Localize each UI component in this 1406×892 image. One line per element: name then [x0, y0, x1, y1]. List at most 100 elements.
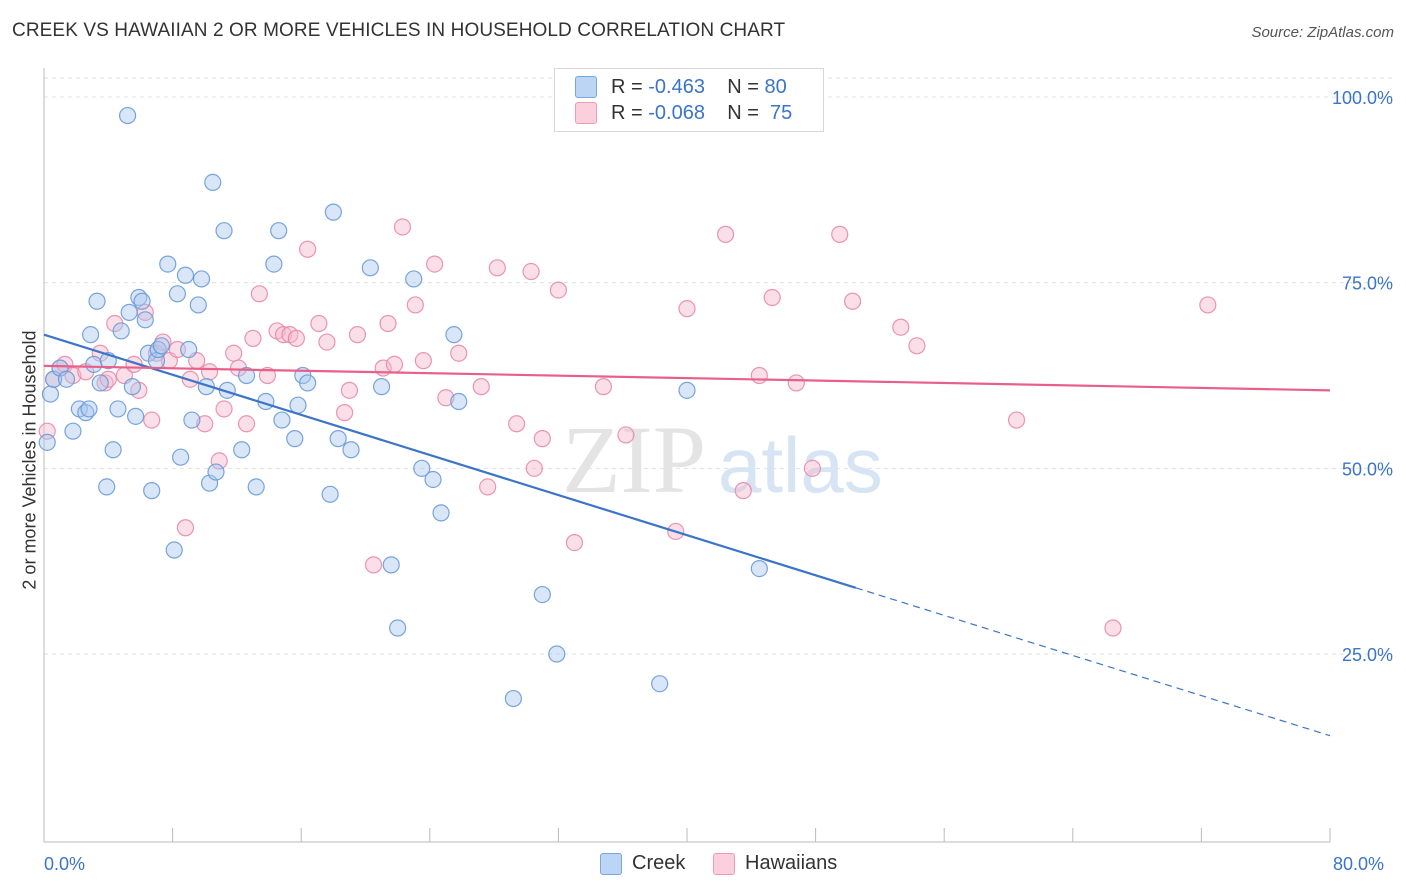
- creek-point-26: [143, 482, 161, 500]
- hawaiian-point-57: [525, 459, 543, 477]
- creek-point-5: [64, 422, 82, 440]
- hawaiian-point-74: [908, 337, 926, 355]
- creek-point-52: [286, 430, 304, 448]
- creek-point-10: [85, 355, 103, 373]
- x-tick-label-min: 0.0%: [44, 854, 86, 874]
- creek-point-68: [445, 326, 463, 344]
- hawaiian-point-35: [287, 329, 305, 347]
- hawaiian-point-66: [734, 482, 752, 500]
- creek-point-4: [57, 370, 76, 388]
- hawaiian-point-36: [299, 240, 317, 258]
- hawaiian-point-14: [143, 411, 161, 429]
- creek-point-20: [123, 378, 142, 396]
- creek-point-45: [233, 441, 251, 459]
- n-label: N =: [727, 75, 759, 98]
- n-value: 80: [764, 75, 787, 98]
- creek-point-35: [180, 340, 198, 359]
- hawaiian-point-26: [225, 344, 243, 362]
- hawaiian-point-65: [716, 225, 735, 243]
- creek-point-38: [192, 270, 211, 288]
- creek-point-8: [80, 400, 98, 418]
- x-tick-label-max: 80.0%: [1333, 854, 1385, 874]
- hawaiian-point-44: [379, 314, 397, 333]
- hawaiian-point-61: [594, 378, 613, 396]
- hawaiian-point-52: [472, 378, 490, 396]
- creek-point-43: [215, 222, 233, 240]
- hawaiian-point-40: [340, 381, 359, 399]
- series-legend: Creek Hawaiians: [0, 850, 1406, 880]
- hawaiian-point-46: [393, 218, 412, 236]
- creek-point-47: [247, 478, 265, 496]
- y-tick-label-2: 75.0%: [1342, 274, 1393, 294]
- hawaiian-point-62: [617, 426, 635, 444]
- creek-point-42: [207, 463, 225, 481]
- creek-legend-label: Creek: [632, 852, 686, 874]
- creek-point-71: [533, 585, 551, 604]
- y-axis-label: 2 or more Vehicles in Household: [19, 330, 40, 590]
- creek-point-33: [172, 448, 190, 466]
- watermark-atlas: atlas: [718, 421, 883, 509]
- hawaiian-point-64: [678, 300, 696, 318]
- hawaiian-point-68: [763, 288, 781, 307]
- creek-point-50: [270, 222, 288, 240]
- creek-point-16: [109, 400, 127, 418]
- creek-point-32: [168, 285, 187, 303]
- hawaiian-point-48: [414, 352, 432, 370]
- hawaiian-point-77: [1199, 296, 1217, 314]
- n-label: N =: [727, 101, 759, 124]
- hawaiian-points: [38, 218, 1217, 637]
- creek-point-23: [133, 292, 151, 310]
- creek-point-69: [450, 392, 468, 411]
- hawaiian-point-38: [318, 333, 336, 351]
- hawaiian-point-22: [196, 415, 214, 433]
- creek-point-73: [651, 675, 669, 693]
- hawaiian-point-41: [348, 326, 367, 344]
- hawaiian-point-55: [508, 415, 526, 433]
- r-label: R =: [611, 75, 643, 98]
- r-value: -0.463: [648, 75, 705, 98]
- y-tick-label-3: 100.0%: [1332, 88, 1393, 108]
- creek-point-75: [750, 559, 768, 578]
- y-tick-label-1: 50.0%: [1342, 459, 1393, 479]
- creek-legend-swatch: [600, 852, 622, 875]
- legend-row-hawaiian: R = -0.068 N = 75: [575, 100, 792, 126]
- hawaiian-point-51: [450, 344, 468, 362]
- axes: [43, 68, 1331, 843]
- creek-point-41: [204, 173, 222, 192]
- creek-point-34: [176, 266, 195, 284]
- creek-point-65: [413, 459, 431, 477]
- hawaiians-legend-label: Hawaiians: [745, 852, 838, 874]
- hawaiian-point-47: [406, 296, 424, 314]
- hawaiian-point-60: [565, 533, 584, 552]
- creek-point-36: [183, 411, 201, 429]
- y-tick-labels: 25.0% 50.0% 75.0% 100.0%: [1332, 88, 1393, 665]
- hawaiian-point-30: [250, 285, 269, 303]
- trend-line-creek: [43, 333, 857, 589]
- trend-line-hawaiians: [43, 364, 1331, 392]
- creek-point-61: [372, 378, 391, 396]
- hawaiian-point-8: [99, 370, 117, 388]
- creek-point-46: [237, 366, 256, 385]
- hawaiian-point-37: [310, 314, 328, 333]
- n-value: 75: [770, 101, 793, 124]
- creek-point-17: [112, 322, 130, 340]
- legend-item-creek: Creek: [600, 852, 685, 875]
- creek-point-18: [118, 106, 137, 125]
- creek-point-62: [382, 556, 400, 574]
- hawaiian-point-56: [522, 262, 540, 281]
- creek-point-31: [165, 541, 183, 559]
- hawaiian-point-42: [364, 556, 383, 574]
- hawaiian-swatch: [575, 102, 597, 124]
- creek-point-55: [299, 374, 317, 392]
- trend-lines: [43, 333, 1331, 737]
- creek-point-29: [152, 337, 170, 355]
- hawaiian-point-50: [437, 389, 455, 407]
- hawaiian-point-67: [750, 366, 768, 385]
- hawaiian-point-72: [843, 292, 862, 310]
- creek-point-70: [504, 689, 522, 708]
- r-value: -0.068: [648, 101, 705, 124]
- creek-points: [38, 106, 768, 708]
- creek-point-1: [41, 385, 60, 403]
- creek-point-19: [120, 303, 138, 321]
